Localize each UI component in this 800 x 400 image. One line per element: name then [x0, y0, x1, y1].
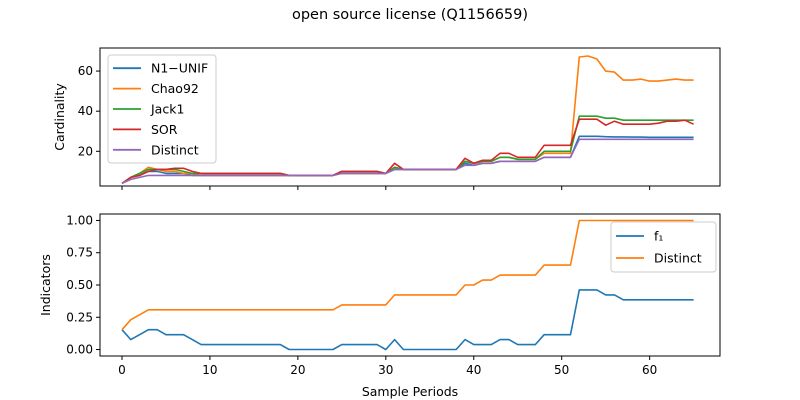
indicators-y-tick-label: 0.00	[66, 343, 93, 357]
cardinality-panel: 20 40 60 Cardinality N1−UNIF Chao92 Jack1 SOR…	[52, 47, 721, 190]
indicators-legend-label: Distinct	[654, 251, 702, 266]
indicators-series-lines	[121, 219, 694, 351]
cardinality-series-line-4	[121, 138, 694, 185]
cardinality-legend-label: Distinct	[151, 142, 199, 157]
indicators-x-tick-label: 60	[642, 363, 657, 377]
indicators-x-tick-label: 40	[466, 363, 481, 377]
cardinality-y-tick-label: 40	[78, 104, 93, 118]
indicators-series-line-0	[121, 289, 694, 351]
indicators-x-tick-label: 0	[118, 363, 126, 377]
indicators-legend: f₁ Distinct	[610, 221, 717, 273]
x-axis-label: Sample Periods	[362, 384, 458, 399]
indicators-y-tick-label: 0.50	[66, 278, 93, 292]
cardinality-legend-label: Jack1	[150, 102, 184, 117]
cardinality-y-axis-label: Cardinality	[52, 83, 67, 151]
cardinality-series-lines	[121, 55, 694, 185]
indicators-y-tick-label: 0.25	[66, 310, 93, 324]
cardinality-legend: N1−UNIF Chao92 Jack1 SOR Distinct	[107, 54, 217, 164]
indicators-ticks: 0 10 20 30 40 50 60 0.00 0.25 0.50 0.75 1.00	[66, 213, 657, 377]
chart-title: open source license (Q1156659)	[292, 7, 528, 23]
indicators-series-line-1	[121, 219, 694, 331]
indicators-y-tick-label: 1.00	[66, 213, 93, 227]
cardinality-legend-label: SOR	[151, 122, 178, 137]
cardinality-y-tick-label: 20	[78, 144, 93, 158]
cardinality-y-tick-label: 60	[78, 64, 93, 78]
indicators-x-tick-label: 20	[290, 363, 305, 377]
cardinality-plot-frame	[99, 47, 721, 187]
indicators-x-tick-label: 30	[378, 363, 393, 377]
indicators-legend-label: f₁	[654, 229, 663, 244]
indicators-legend-frame	[610, 221, 717, 273]
indicators-y-tick-label: 0.75	[66, 246, 93, 260]
cardinality-legend-frame	[107, 54, 217, 164]
cardinality-ticks: 20 40 60	[78, 64, 651, 190]
cardinality-legend-label: Chao92	[151, 81, 199, 96]
cardinality-legend-label: N1−UNIF	[151, 61, 208, 76]
indicators-y-axis-label: Indicators	[38, 254, 53, 316]
indicators-panel: 0 10 20 30 40 50 60 0.00 0.25 0.50 0.75 1.00 Indica…	[38, 213, 721, 377]
indicators-x-tick-label: 50	[554, 363, 569, 377]
indicators-x-tick-label: 10	[202, 363, 217, 377]
